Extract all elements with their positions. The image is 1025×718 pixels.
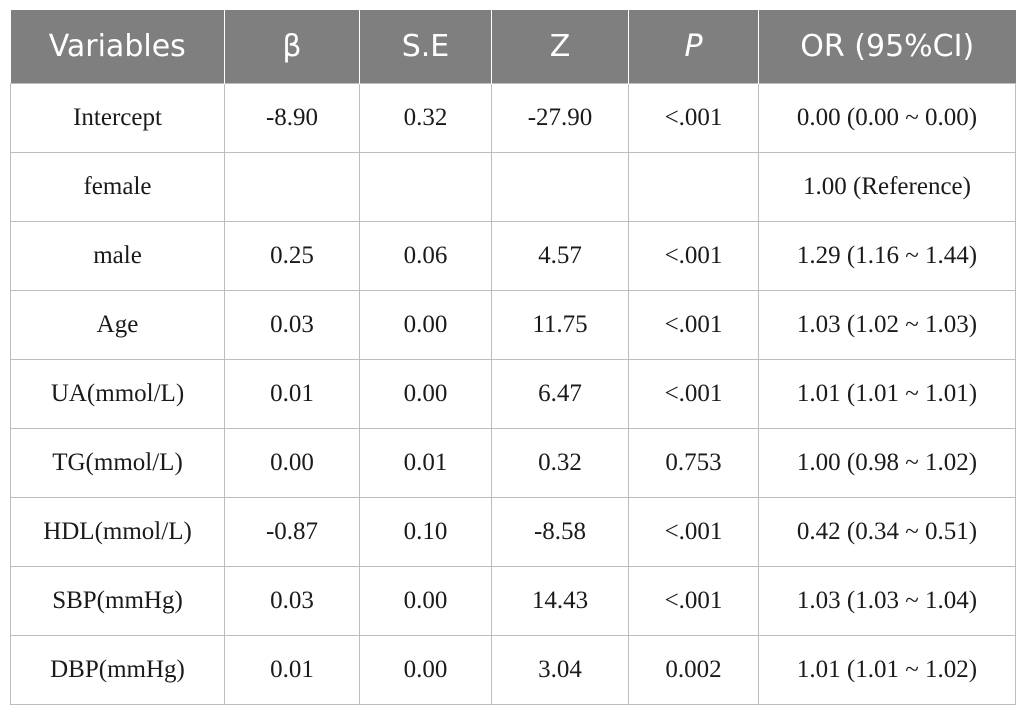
cell-beta: 0.03 <box>224 566 360 636</box>
cell-variable: TG(mmol/L) <box>10 428 225 498</box>
cell-standard-error: 0.10 <box>359 497 492 567</box>
table-row: male 0.25 0.06 4.57 <.001 1.29 (1.16 ~ 1… <box>10 221 1016 291</box>
cell-beta: 0.00 <box>224 428 360 498</box>
cell-variable: HDL(mmol/L) <box>10 497 225 567</box>
cell-z: 6.47 <box>491 359 629 429</box>
cell-z: 14.43 <box>491 566 629 636</box>
cell-p-value: 0.002 <box>628 635 759 705</box>
cell-beta: 0.25 <box>224 221 360 291</box>
cell-z <box>491 152 629 222</box>
cell-beta: 0.01 <box>224 635 360 705</box>
header-variables: Variables <box>10 10 225 84</box>
cell-p-value: <.001 <box>628 221 759 291</box>
cell-p-value: 0.753 <box>628 428 759 498</box>
table-row: female 1.00 (Reference) <box>10 152 1016 222</box>
cell-beta: 0.03 <box>224 290 360 360</box>
table-row: DBP(mmHg) 0.01 0.00 3.04 0.002 1.01 (1.0… <box>10 635 1016 705</box>
cell-z: 11.75 <box>491 290 629 360</box>
cell-standard-error: 0.00 <box>359 359 492 429</box>
header-beta: β <box>224 10 360 84</box>
cell-beta: -8.90 <box>224 83 360 153</box>
table-row: TG(mmol/L) 0.00 0.01 0.32 0.753 1.00 (0.… <box>10 428 1016 498</box>
table-body: Intercept -8.90 0.32 -27.90 <.001 0.00 (… <box>10 83 1016 705</box>
cell-z: 3.04 <box>491 635 629 705</box>
table-row: Age 0.03 0.00 11.75 <.001 1.03 (1.02 ~ 1… <box>10 290 1016 360</box>
cell-variable: Age <box>10 290 225 360</box>
cell-variable: UA(mmol/L) <box>10 359 225 429</box>
header-odds-ratio-ci: OR (95%CI) <box>758 10 1016 84</box>
cell-p-value: <.001 <box>628 497 759 567</box>
cell-p-value: <.001 <box>628 83 759 153</box>
table-row: UA(mmol/L) 0.01 0.00 6.47 <.001 1.01 (1.… <box>10 359 1016 429</box>
cell-standard-error: 0.00 <box>359 635 492 705</box>
cell-odds-ratio-ci: 1.29 (1.16 ~ 1.44) <box>758 221 1016 291</box>
table-row: Intercept -8.90 0.32 -27.90 <.001 0.00 (… <box>10 83 1016 153</box>
cell-beta <box>224 152 360 222</box>
cell-variable: SBP(mmHg) <box>10 566 225 636</box>
cell-variable: Intercept <box>10 83 225 153</box>
header-p-value: P <box>628 10 759 84</box>
cell-standard-error: 0.01 <box>359 428 492 498</box>
cell-odds-ratio-ci: 0.42 (0.34 ~ 0.51) <box>758 497 1016 567</box>
cell-p-value: <.001 <box>628 566 759 636</box>
cell-z: -8.58 <box>491 497 629 567</box>
cell-odds-ratio-ci: 1.00 (Reference) <box>758 152 1016 222</box>
cell-p-value: <.001 <box>628 290 759 360</box>
header-standard-error: S.E <box>359 10 492 84</box>
cell-p-value <box>628 152 759 222</box>
cell-p-value: <.001 <box>628 359 759 429</box>
cell-beta: -0.87 <box>224 497 360 567</box>
cell-variable: male <box>10 221 225 291</box>
cell-odds-ratio-ci: 1.00 (0.98 ~ 1.02) <box>758 428 1016 498</box>
header-z: Z <box>491 10 629 84</box>
cell-z: -27.90 <box>491 83 629 153</box>
cell-z: 4.57 <box>491 221 629 291</box>
regression-results-table: Variables β S.E Z P OR (95%CI) Intercept… <box>10 10 1016 705</box>
table-row: HDL(mmol/L) -0.87 0.10 -8.58 <.001 0.42 … <box>10 497 1016 567</box>
cell-standard-error: 0.00 <box>359 290 492 360</box>
cell-odds-ratio-ci: 1.01 (1.01 ~ 1.02) <box>758 635 1016 705</box>
cell-odds-ratio-ci: 1.03 (1.03 ~ 1.04) <box>758 566 1016 636</box>
table-header: Variables β S.E Z P OR (95%CI) <box>10 10 1016 84</box>
cell-standard-error: 0.00 <box>359 566 492 636</box>
table-row: SBP(mmHg) 0.03 0.00 14.43 <.001 1.03 (1.… <box>10 566 1016 636</box>
cell-variable: DBP(mmHg) <box>10 635 225 705</box>
cell-standard-error: 0.06 <box>359 221 492 291</box>
cell-odds-ratio-ci: 1.03 (1.02 ~ 1.03) <box>758 290 1016 360</box>
cell-standard-error: 0.32 <box>359 83 492 153</box>
header-row: Variables β S.E Z P OR (95%CI) <box>10 10 1016 84</box>
cell-z: 0.32 <box>491 428 629 498</box>
cell-odds-ratio-ci: 1.01 (1.01 ~ 1.01) <box>758 359 1016 429</box>
cell-variable: female <box>10 152 225 222</box>
cell-odds-ratio-ci: 0.00 (0.00 ~ 0.00) <box>758 83 1016 153</box>
cell-standard-error <box>359 152 492 222</box>
cell-beta: 0.01 <box>224 359 360 429</box>
